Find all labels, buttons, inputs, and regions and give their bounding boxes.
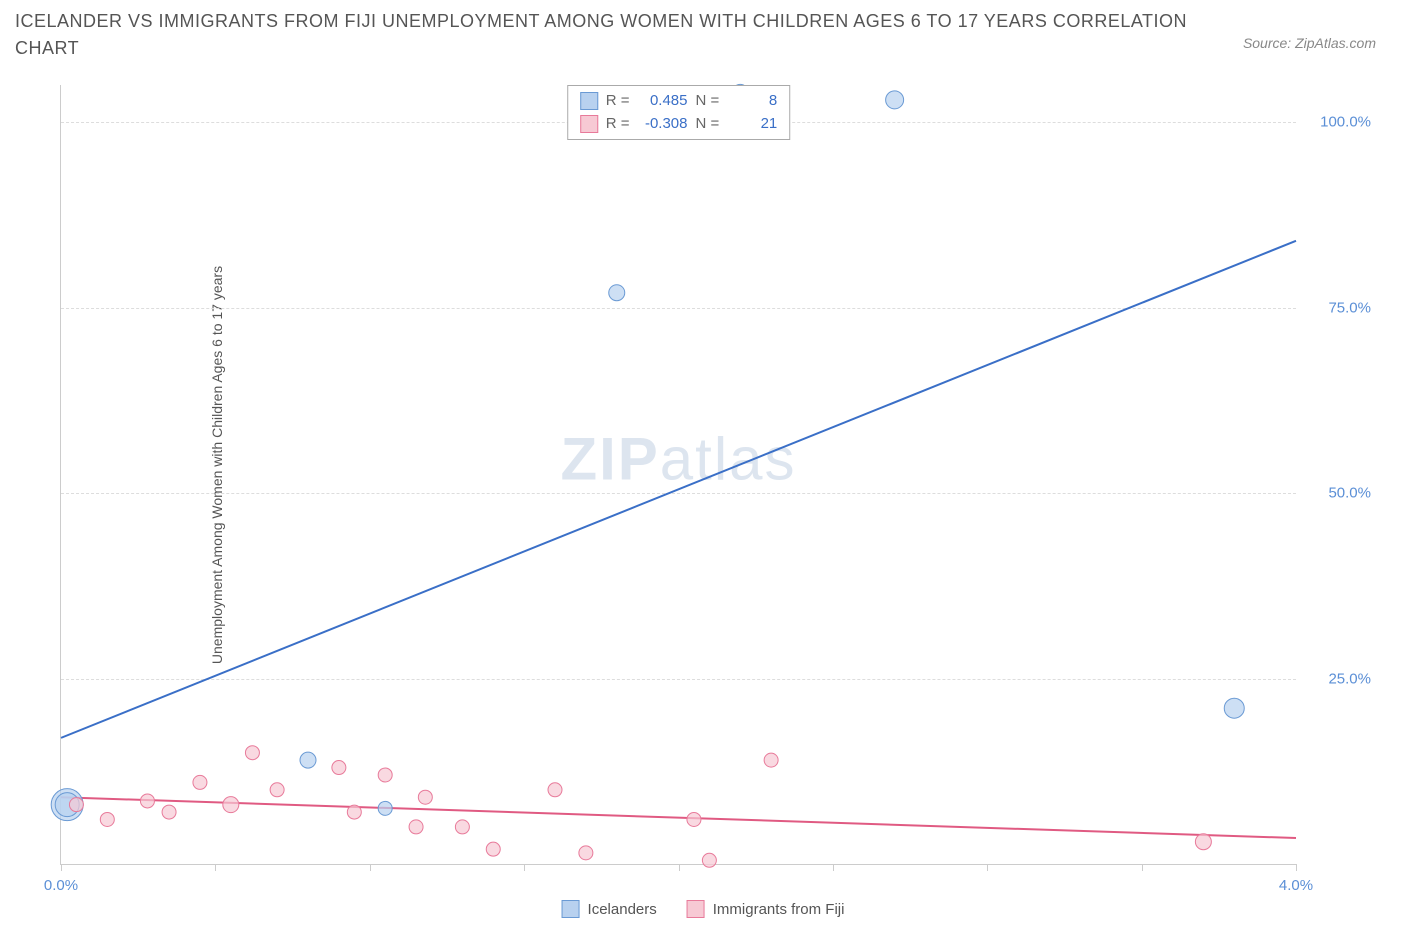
data-point — [162, 805, 176, 819]
data-point — [193, 775, 207, 789]
legend-item-fiji: Immigrants from Fiji — [687, 900, 845, 918]
n-value-icelanders: 8 — [727, 90, 777, 113]
data-point — [332, 761, 346, 775]
r-label: R = — [606, 90, 630, 113]
y-tick-label: 50.0% — [1328, 485, 1371, 502]
x-tick — [215, 864, 216, 871]
r-label: R = — [606, 113, 630, 136]
x-tick — [679, 864, 680, 871]
r-value-icelanders: 0.485 — [638, 90, 688, 113]
legend-label-fiji: Immigrants from Fiji — [713, 901, 845, 918]
data-point — [548, 783, 562, 797]
data-point — [300, 752, 316, 768]
x-tick — [61, 864, 62, 871]
x-tick-label: 4.0% — [1279, 877, 1313, 894]
data-point — [270, 783, 284, 797]
x-tick — [524, 864, 525, 871]
data-point — [1224, 698, 1244, 718]
data-point — [69, 798, 83, 812]
x-tick — [987, 864, 988, 871]
n-label: N = — [696, 113, 720, 136]
data-point — [418, 790, 432, 804]
legend-swatch-icon — [562, 900, 580, 918]
data-point — [455, 820, 469, 834]
data-point — [140, 794, 154, 808]
data-point — [764, 753, 778, 767]
scatter-plot-svg — [61, 85, 1296, 864]
source-attribution: Source: ZipAtlas.com — [1243, 35, 1376, 51]
chart-plot-area: ZIPatlas R = 0.485 N = 8 R = -0.308 N = … — [60, 85, 1296, 865]
legend-item-icelanders: Icelanders — [562, 900, 657, 918]
data-point — [378, 801, 392, 815]
legend-swatch-icelanders — [580, 92, 598, 110]
series-legend: Icelanders Immigrants from Fiji — [562, 900, 845, 918]
data-point — [378, 768, 392, 782]
legend-row-icelanders: R = 0.485 N = 8 — [580, 90, 778, 113]
legend-swatch-fiji — [580, 115, 598, 133]
y-tick-label: 25.0% — [1328, 670, 1371, 687]
trend-line — [61, 797, 1296, 838]
data-point — [409, 820, 423, 834]
chart-title: ICELANDER VS IMMIGRANTS FROM FIJI UNEMPL… — [15, 8, 1206, 62]
data-point — [347, 805, 361, 819]
data-point — [486, 842, 500, 856]
data-point — [702, 853, 716, 867]
data-point — [245, 746, 259, 760]
x-tick — [833, 864, 834, 871]
correlation-legend: R = 0.485 N = 8 R = -0.308 N = 21 — [567, 85, 791, 140]
x-tick — [1142, 864, 1143, 871]
data-point — [579, 846, 593, 860]
legend-label-icelanders: Icelanders — [588, 901, 657, 918]
data-point — [100, 812, 114, 826]
legend-row-fiji: R = -0.308 N = 21 — [580, 113, 778, 136]
n-value-fiji: 21 — [727, 113, 777, 136]
n-label: N = — [696, 90, 720, 113]
data-point — [886, 91, 904, 109]
data-point — [223, 797, 239, 813]
data-point — [609, 285, 625, 301]
y-tick-label: 100.0% — [1320, 114, 1371, 131]
x-tick — [1296, 864, 1297, 871]
data-point — [1195, 834, 1211, 850]
x-tick — [370, 864, 371, 871]
legend-swatch-icon — [687, 900, 705, 918]
r-value-fiji: -0.308 — [638, 113, 688, 136]
x-tick-label: 0.0% — [44, 877, 78, 894]
data-point — [687, 812, 701, 826]
trend-line — [61, 241, 1296, 738]
y-tick-label: 75.0% — [1328, 299, 1371, 316]
